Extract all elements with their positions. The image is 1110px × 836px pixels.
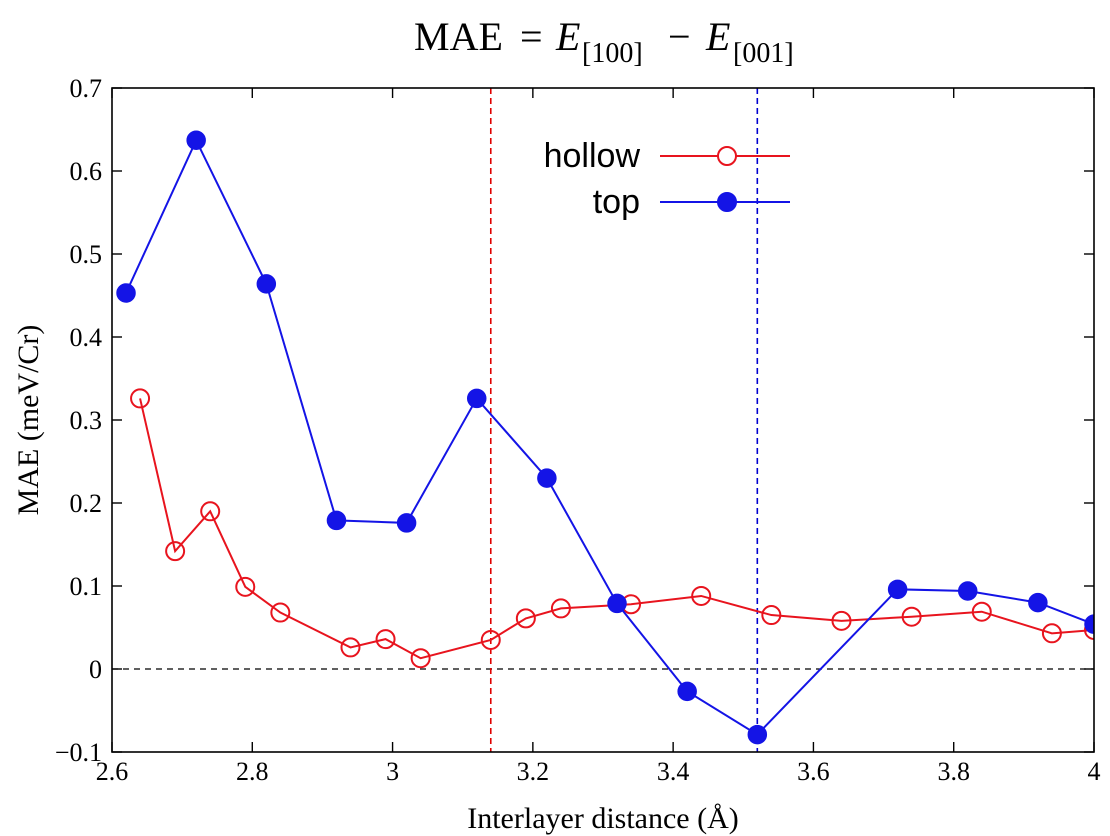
title-minus: −	[668, 14, 691, 59]
series-top	[116, 130, 1094, 745]
y-tick-label-2: 0.1	[70, 572, 103, 601]
y-axis-label: MAE (meV/Cr)	[12, 325, 45, 516]
data-point-hollow	[165, 541, 186, 562]
data-point-top	[116, 283, 136, 303]
data-point-hollow	[375, 629, 396, 650]
y-tick-label-5: 0.4	[70, 323, 103, 352]
title-sub1: [100]	[582, 38, 643, 69]
legend-marker-hollow	[717, 146, 737, 166]
y-tick-label-8: 0.7	[70, 74, 103, 103]
data-point-top	[747, 724, 768, 745]
x-axis-label: Interlayer distance (Å)	[467, 802, 739, 835]
data-point-top	[957, 581, 978, 601]
data-point-hollow	[200, 501, 221, 522]
data-point-top	[537, 468, 557, 488]
y-tick-label-1: 0	[89, 655, 102, 684]
y-tick-label-4: 0.3	[70, 406, 103, 435]
data-point-hollow	[410, 648, 431, 669]
y-tick-label-0: −0.1	[55, 738, 102, 767]
data-point-hollow	[1041, 623, 1062, 644]
data-point-hollow	[761, 605, 782, 626]
data-point-hollow	[130, 388, 151, 409]
chart-title: MAE = E [100] − E [001]	[414, 14, 794, 69]
x-tick-label-2: 3	[386, 757, 399, 786]
y-tick-label-3: 0.2	[70, 489, 103, 518]
series-line-hollow	[139, 398, 1094, 660]
data-point-hollow	[901, 606, 922, 627]
data-point-hollow	[1084, 619, 1094, 640]
data-point-top	[466, 388, 487, 409]
data-point-top	[677, 681, 697, 702]
data-point-top	[607, 593, 627, 614]
y-tick-label-6: 0.5	[70, 240, 103, 269]
x-tick-label-1: 2.8	[236, 757, 269, 786]
series-line-top	[125, 137, 1094, 736]
data-point-hollow	[270, 602, 291, 623]
x-tick-label-5: 3.6	[797, 757, 830, 786]
data-point-top	[326, 510, 347, 531]
y-tick-label-7: 0.6	[70, 157, 103, 186]
x-tick-label-3: 3.2	[517, 757, 550, 786]
data-point-top	[1084, 614, 1094, 634]
title-e2: E	[705, 14, 730, 59]
legend-label-hollow: hollow	[544, 137, 641, 175]
legend-label-top: top	[593, 183, 640, 221]
title-e1: E	[555, 14, 580, 59]
x-tick-label-4: 3.4	[657, 757, 690, 786]
data-point-hollow	[515, 608, 536, 629]
series-hollow	[130, 388, 1094, 669]
x-tick-label-6: 3.8	[937, 757, 970, 786]
data-point-top	[186, 130, 206, 151]
data-point-top	[1028, 592, 1048, 613]
title-equals: =	[520, 14, 543, 59]
title-sub2: [001]	[733, 38, 794, 69]
data-point-hollow	[340, 637, 361, 658]
data-point-top	[887, 579, 908, 600]
plot-frame	[111, 87, 1095, 753]
x-tick-label-7: 4	[1088, 757, 1101, 786]
data-point-hollow	[971, 601, 992, 622]
data-point-top	[256, 274, 277, 294]
legend-marker-top	[717, 192, 737, 212]
data-point-hollow	[235, 576, 256, 597]
x-tick-label-0: 2.6	[96, 757, 129, 786]
data-point-hollow	[831, 610, 852, 631]
data-point-hollow	[550, 598, 571, 619]
data-point-top	[396, 513, 417, 533]
data-point-hollow	[691, 585, 712, 606]
data-point-hollow	[480, 629, 501, 650]
title-lhs: MAE	[414, 14, 503, 59]
